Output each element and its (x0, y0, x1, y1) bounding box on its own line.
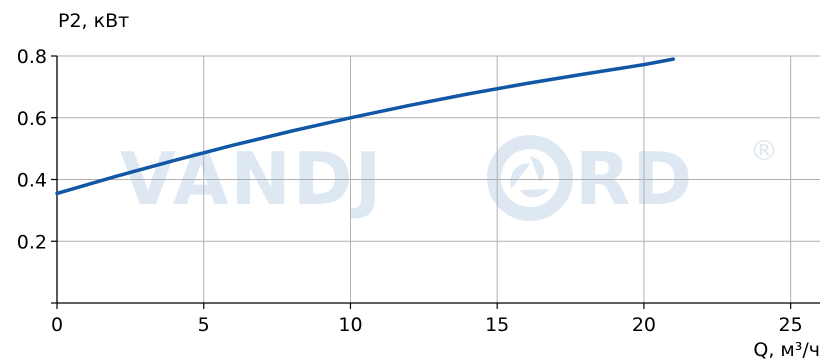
x-tick-label: 10 (338, 314, 362, 336)
watermark-propeller-icon (487, 135, 573, 221)
x-tick-label: 15 (485, 314, 509, 336)
x-axis-title: Q, м³/ч (753, 339, 820, 360)
y-tick-label: 0.2 (17, 231, 47, 253)
x-tick-label: 0 (51, 314, 63, 336)
series-layer (55, 57, 676, 196)
y-axis-title: P2, кВт (58, 10, 129, 32)
x-tick-label: 20 (632, 314, 656, 336)
y-axis: 0.2 0.4 0.6 0.8 (17, 46, 57, 304)
grid (57, 55, 820, 303)
x-tick-label: 25 (779, 314, 803, 336)
x-axis: 0 5 10 15 20 25 (51, 303, 803, 336)
y-tick-label: 0.4 (17, 170, 47, 192)
power-curve-line (55, 57, 676, 196)
y-tick-label: 0.6 (17, 108, 47, 130)
y-tick-label: 0.8 (17, 46, 47, 68)
x-tick-label: 5 (198, 314, 210, 336)
watermark-logo: VANDJ RD ® (120, 134, 778, 221)
watermark-registered-mark: ® (750, 134, 778, 167)
